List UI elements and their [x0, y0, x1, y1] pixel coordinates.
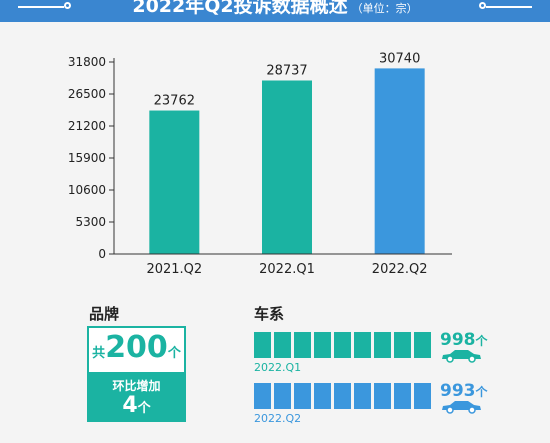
car-series-row-q2-blocks — [254, 383, 434, 409]
x-axis: 2021.Q2 2022.Q1 2022.Q2 — [146, 262, 427, 277]
bar-2022.Q2 — [374, 68, 425, 255]
page-title-text: 2022年Q2投诉数据概述 — [132, 0, 348, 17]
header-left-line — [18, 6, 64, 8]
car-series-block — [394, 332, 411, 358]
y-tick-label: 0 — [98, 247, 106, 261]
car-series-block — [314, 383, 331, 409]
car-series-block — [334, 332, 351, 358]
page-title-unit: （单位：宗） — [351, 2, 418, 15]
y-tick-label: 26500 — [68, 87, 106, 101]
bar-data-label: 23762 — [154, 94, 195, 109]
car-series-block — [294, 332, 311, 358]
header-right-dot — [479, 2, 486, 9]
car-icon — [442, 401, 481, 414]
y-axis: 0 5300 10600 15900 21200 26500 31800 — [68, 55, 114, 261]
y-tick-label: 5300 — [75, 215, 106, 229]
brand-change: 4个 — [87, 394, 186, 421]
bar-2021.Q2 — [149, 110, 200, 255]
car-series-block — [374, 383, 391, 409]
car-series-block — [294, 383, 311, 409]
brand-change-suffix: 个 — [137, 401, 151, 416]
brand-count-box: 共200个 — [87, 326, 186, 374]
header-banner: 2022年Q2投诉数据概述 （单位：宗） — [0, 0, 550, 22]
car-series-block — [394, 383, 411, 409]
x-tick-label: 2022.Q2 — [372, 262, 428, 277]
y-tick-label: 31800 — [68, 55, 106, 69]
car-series-row-q1-label: 2022.Q1 — [254, 361, 302, 374]
car-series-row-q2-count-value: 993 — [440, 381, 476, 401]
brand-count-suffix: 个 — [167, 346, 181, 361]
car-series-block — [414, 332, 431, 358]
x-tick-label: 2022.Q1 — [259, 262, 315, 277]
car-series-block — [314, 332, 331, 358]
bar-data-label: 30740 — [379, 51, 420, 66]
car-series-row-q1-count-suffix: 个 — [475, 334, 488, 348]
brand-count: 共200个 — [89, 330, 184, 365]
car-series-block — [414, 383, 431, 409]
brand-change-label: 环比增加 — [112, 379, 161, 393]
bar-data-label: 28737 — [266, 63, 307, 78]
brand-change-value: 4 — [122, 393, 138, 418]
car-series-row-q2-count-suffix: 个 — [475, 385, 488, 399]
page-title: 2022年Q2投诉数据概述 （单位：宗） — [0, 0, 550, 18]
y-tick-label: 21200 — [68, 119, 106, 133]
car-series-block — [354, 332, 371, 358]
brand-title: 品牌 — [89, 305, 120, 323]
car-series-block — [254, 383, 271, 409]
car-series-row-q1-blocks — [254, 332, 434, 358]
car-series-row-q2-count: 993个 — [440, 381, 488, 401]
brand-change-box: 环比增加 4个 — [87, 374, 186, 422]
car-series-block — [274, 332, 291, 358]
header-left-dot — [64, 2, 71, 9]
car-series-block — [334, 383, 351, 409]
car-series-row-q1-count: 998个 — [440, 330, 488, 350]
x-tick-label: 2021.Q2 — [146, 262, 202, 277]
car-series-block — [274, 383, 291, 409]
brand-count-prefix: 共 — [92, 346, 106, 361]
y-tick-label: 15900 — [68, 151, 106, 165]
car-icon — [442, 350, 481, 363]
car-series-row-q2-label: 2022.Q2 — [254, 412, 302, 425]
bar-chart: 0 5300 10600 15900 21200 26500 31800 23762 2873… — [68, 51, 452, 277]
car-series-block — [374, 332, 391, 358]
bar-2022.Q1 — [262, 80, 312, 254]
car-series-block — [254, 332, 271, 358]
car-series-block — [354, 383, 371, 409]
header-right-line — [486, 6, 532, 8]
car-series-row-q1-count-value: 998 — [440, 330, 476, 350]
brand-count-value: 200 — [105, 330, 168, 365]
y-tick-label: 10600 — [68, 183, 106, 197]
car-series-title: 车系 — [254, 305, 285, 323]
bars: 23762 28737 30740 — [149, 51, 425, 255]
